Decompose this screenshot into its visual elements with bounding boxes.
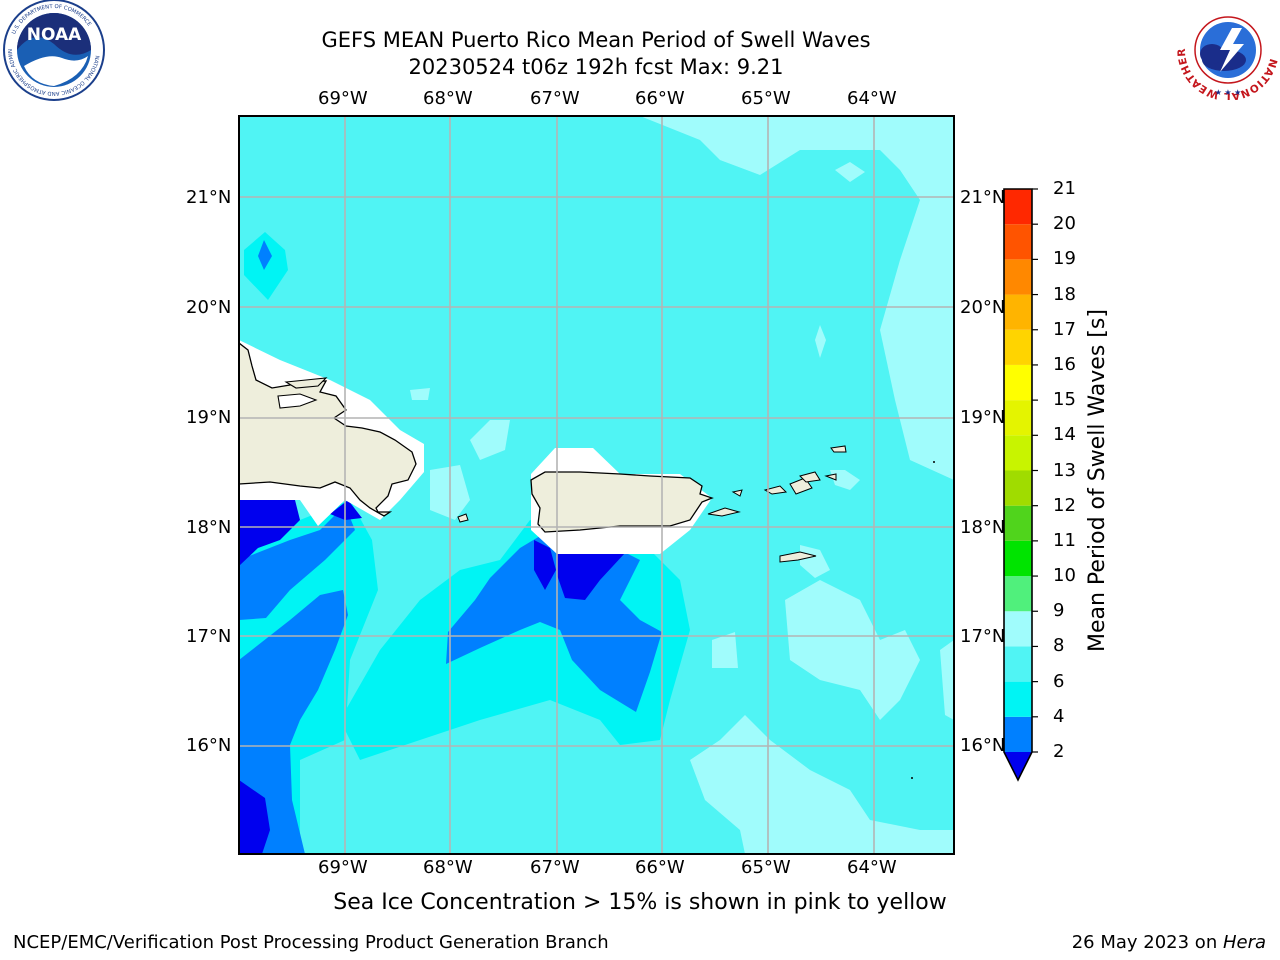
colorbar <box>1003 188 1038 782</box>
colorbar-segment <box>1004 576 1032 612</box>
st-croix-land <box>779 551 817 563</box>
colorbar-tick-label: 16 <box>1053 353 1076 375</box>
navy-swell-region-sw <box>239 780 270 854</box>
light-swell-region-ne <box>640 116 954 480</box>
lon-labels-bottom: 69°W 68°W 67°W 66°W 65°W 64°W <box>318 857 897 878</box>
blue-swell-region-s <box>446 536 662 712</box>
noaa-logo-text: NOAA <box>27 25 82 45</box>
gridlines <box>239 116 954 854</box>
colorbar-tick-label: 18 <box>1053 283 1076 305</box>
colorbar-labels: 2 4 6 8 9 10 11 12 13 14 15 16 17 18 19 20 21 <box>1053 0 1113 960</box>
blue-swell-region-sw <box>239 590 348 854</box>
colorbar-tick-label: 8 <box>1053 635 1065 657</box>
colorbar-segment <box>1004 681 1032 717</box>
colorbar-segment <box>1004 470 1032 506</box>
colorbar-segment <box>1004 294 1032 330</box>
colorbar-title: Mean Period of Swell Waves [s] <box>1085 309 1110 652</box>
colorbar-segment <box>1004 329 1032 365</box>
colorbar-tick-label: 12 <box>1053 494 1076 516</box>
colorbar-segment <box>1004 505 1032 541</box>
colorbar-tick-label: 10 <box>1053 565 1076 587</box>
colorbar-segment <box>1004 540 1032 577</box>
footer-credit: NCEP/EMC/Verification Post Processing Pr… <box>13 932 609 953</box>
colorbar-segment <box>1004 716 1032 752</box>
colorbar-tick-label: 17 <box>1053 318 1076 340</box>
colorbar-segments <box>1004 189 1032 780</box>
navy-swell-region-pr <box>557 553 625 600</box>
colorbar-ticks <box>1032 188 1038 753</box>
colorbar-segment <box>1004 364 1032 401</box>
colorbar-segment <box>1004 189 1032 225</box>
colorbar-tick-label: 20 <box>1053 213 1076 235</box>
chart-subtitle: 20230524 t06z 192h fcst Max: 9.21 <box>408 55 784 79</box>
footer-date: 26 May 2023 on Hera <box>1071 932 1266 953</box>
colorbar-tick-label: 13 <box>1053 459 1076 481</box>
noaa-logo: NOAA NATIONAL OCEANIC AND ATMOSPHERIC AD… <box>2 0 105 101</box>
colorbar-outline <box>1003 188 1033 782</box>
colorbar-tick-label: 15 <box>1053 389 1076 411</box>
lat-labels-right: 21°N 20°N 19°N 18°N 17°N 16°N <box>960 187 1006 756</box>
colorbar-segment <box>1004 224 1032 260</box>
colorbar-tick-label: 21 <box>1053 178 1076 199</box>
colorbar-tick-label: 9 <box>1053 600 1065 622</box>
colorbar-segment <box>1004 611 1032 647</box>
lat-labels-left: 21°N 20°N 19°N 18°N 17°N 16°N <box>186 187 232 756</box>
footer-host: Hera <box>1222 932 1266 953</box>
colorbar-segment <box>1004 400 1032 436</box>
puerto-rico-land <box>530 471 714 533</box>
map-frame <box>238 115 955 855</box>
nws-logo: NATIONAL WEATHER SERVICE ★ ★ ★ <box>1176 0 1279 100</box>
colorbar-segment <box>1004 646 1032 682</box>
colorbar-tick-label: 4 <box>1053 705 1065 727</box>
colorbar-tick-label: 2 <box>1053 741 1065 762</box>
colorbar-tick-label: 19 <box>1053 248 1076 270</box>
chart-title: GEFS MEAN Puerto Rico Mean Period of Swe… <box>321 28 871 52</box>
navy-swell-region-nw <box>239 500 300 566</box>
colorbar-extend-triangle <box>1004 752 1032 780</box>
colorbar-tick-label: 11 <box>1053 529 1076 551</box>
sea-ice-caption: Sea Ice Concentration > 15% is shown in … <box>333 890 947 915</box>
colorbar-tick-label: 14 <box>1053 424 1076 446</box>
colorbar-tick-label: 6 <box>1053 670 1065 692</box>
light-swell-region-e <box>785 580 920 720</box>
svg-text:★ ★ ★: ★ ★ ★ <box>1215 88 1242 97</box>
lon-labels-top: 69°W 68°W 67°W 66°W 65°W 64°W <box>318 88 897 109</box>
light-swell-region-se <box>690 715 954 854</box>
colorbar-segment <box>1004 435 1032 471</box>
colorbar-segment <box>1004 259 1032 295</box>
